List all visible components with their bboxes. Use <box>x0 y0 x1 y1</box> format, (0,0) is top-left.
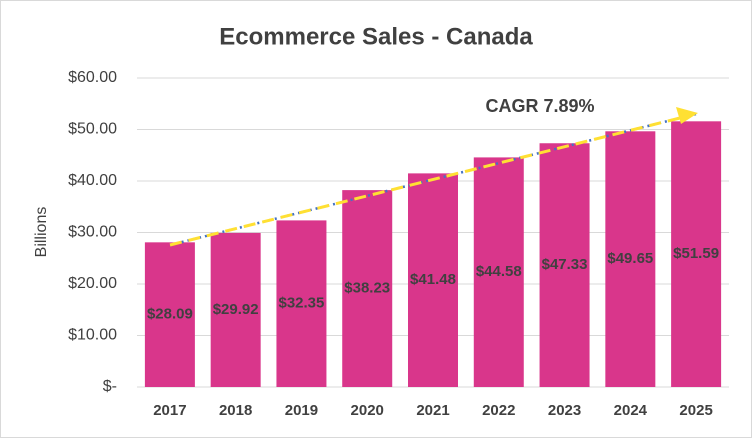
y-tick-label: $- <box>103 378 117 395</box>
bar <box>276 220 327 387</box>
x-tick-label: 2023 <box>548 402 581 419</box>
y-tick-label: $50.00 <box>68 121 117 138</box>
x-tick-label: 2022 <box>482 402 515 419</box>
x-tick-label: 2021 <box>416 402 449 419</box>
plot-area: $- $10.00 $20.00 $30.00 $40.00 $50.00 $60.00 20… <box>68 69 729 419</box>
data-label: $32.35 <box>278 295 324 312</box>
data-label: $44.58 <box>476 263 522 280</box>
data-label: $49.65 <box>607 250 653 267</box>
cagr-arrow <box>169 115 685 247</box>
trend-overlay: CAGR 7.89% <box>169 96 698 247</box>
y-axis-label: Billions <box>33 207 50 258</box>
x-tick-label: 2019 <box>285 402 318 419</box>
annotation: CAGR 7.89% <box>485 96 594 116</box>
y-tick-label: $10.00 <box>68 327 117 344</box>
data-label: $29.92 <box>213 301 259 318</box>
bar <box>408 173 458 387</box>
bar <box>210 232 261 387</box>
y-tick-label: $60.00 <box>68 69 117 86</box>
chart-title: Ecommerce Sales - Canada <box>219 23 533 50</box>
y-tick-label: $30.00 <box>68 224 117 241</box>
x-tick-label: 2017 <box>153 402 186 419</box>
data-label: $28.09 <box>147 306 193 323</box>
data-label: $38.23 <box>344 280 390 297</box>
data-label: $47.33 <box>542 256 588 273</box>
bar <box>605 131 656 387</box>
bar <box>144 242 195 387</box>
x-tick-label: 2025 <box>679 402 712 419</box>
arrow-head <box>676 107 698 124</box>
x-tick-label: 2018 <box>219 402 252 419</box>
data-label: $41.48 <box>410 271 456 288</box>
y-tick-label: $20.00 <box>68 275 117 292</box>
x-tick-label: 2024 <box>614 402 648 419</box>
data-label: $51.59 <box>673 245 719 262</box>
bar <box>671 121 722 388</box>
bar <box>473 157 524 387</box>
bar <box>539 143 590 387</box>
x-tick-label: 2020 <box>351 402 384 419</box>
bar <box>342 190 393 387</box>
y-tick-label: $40.00 <box>68 172 117 189</box>
